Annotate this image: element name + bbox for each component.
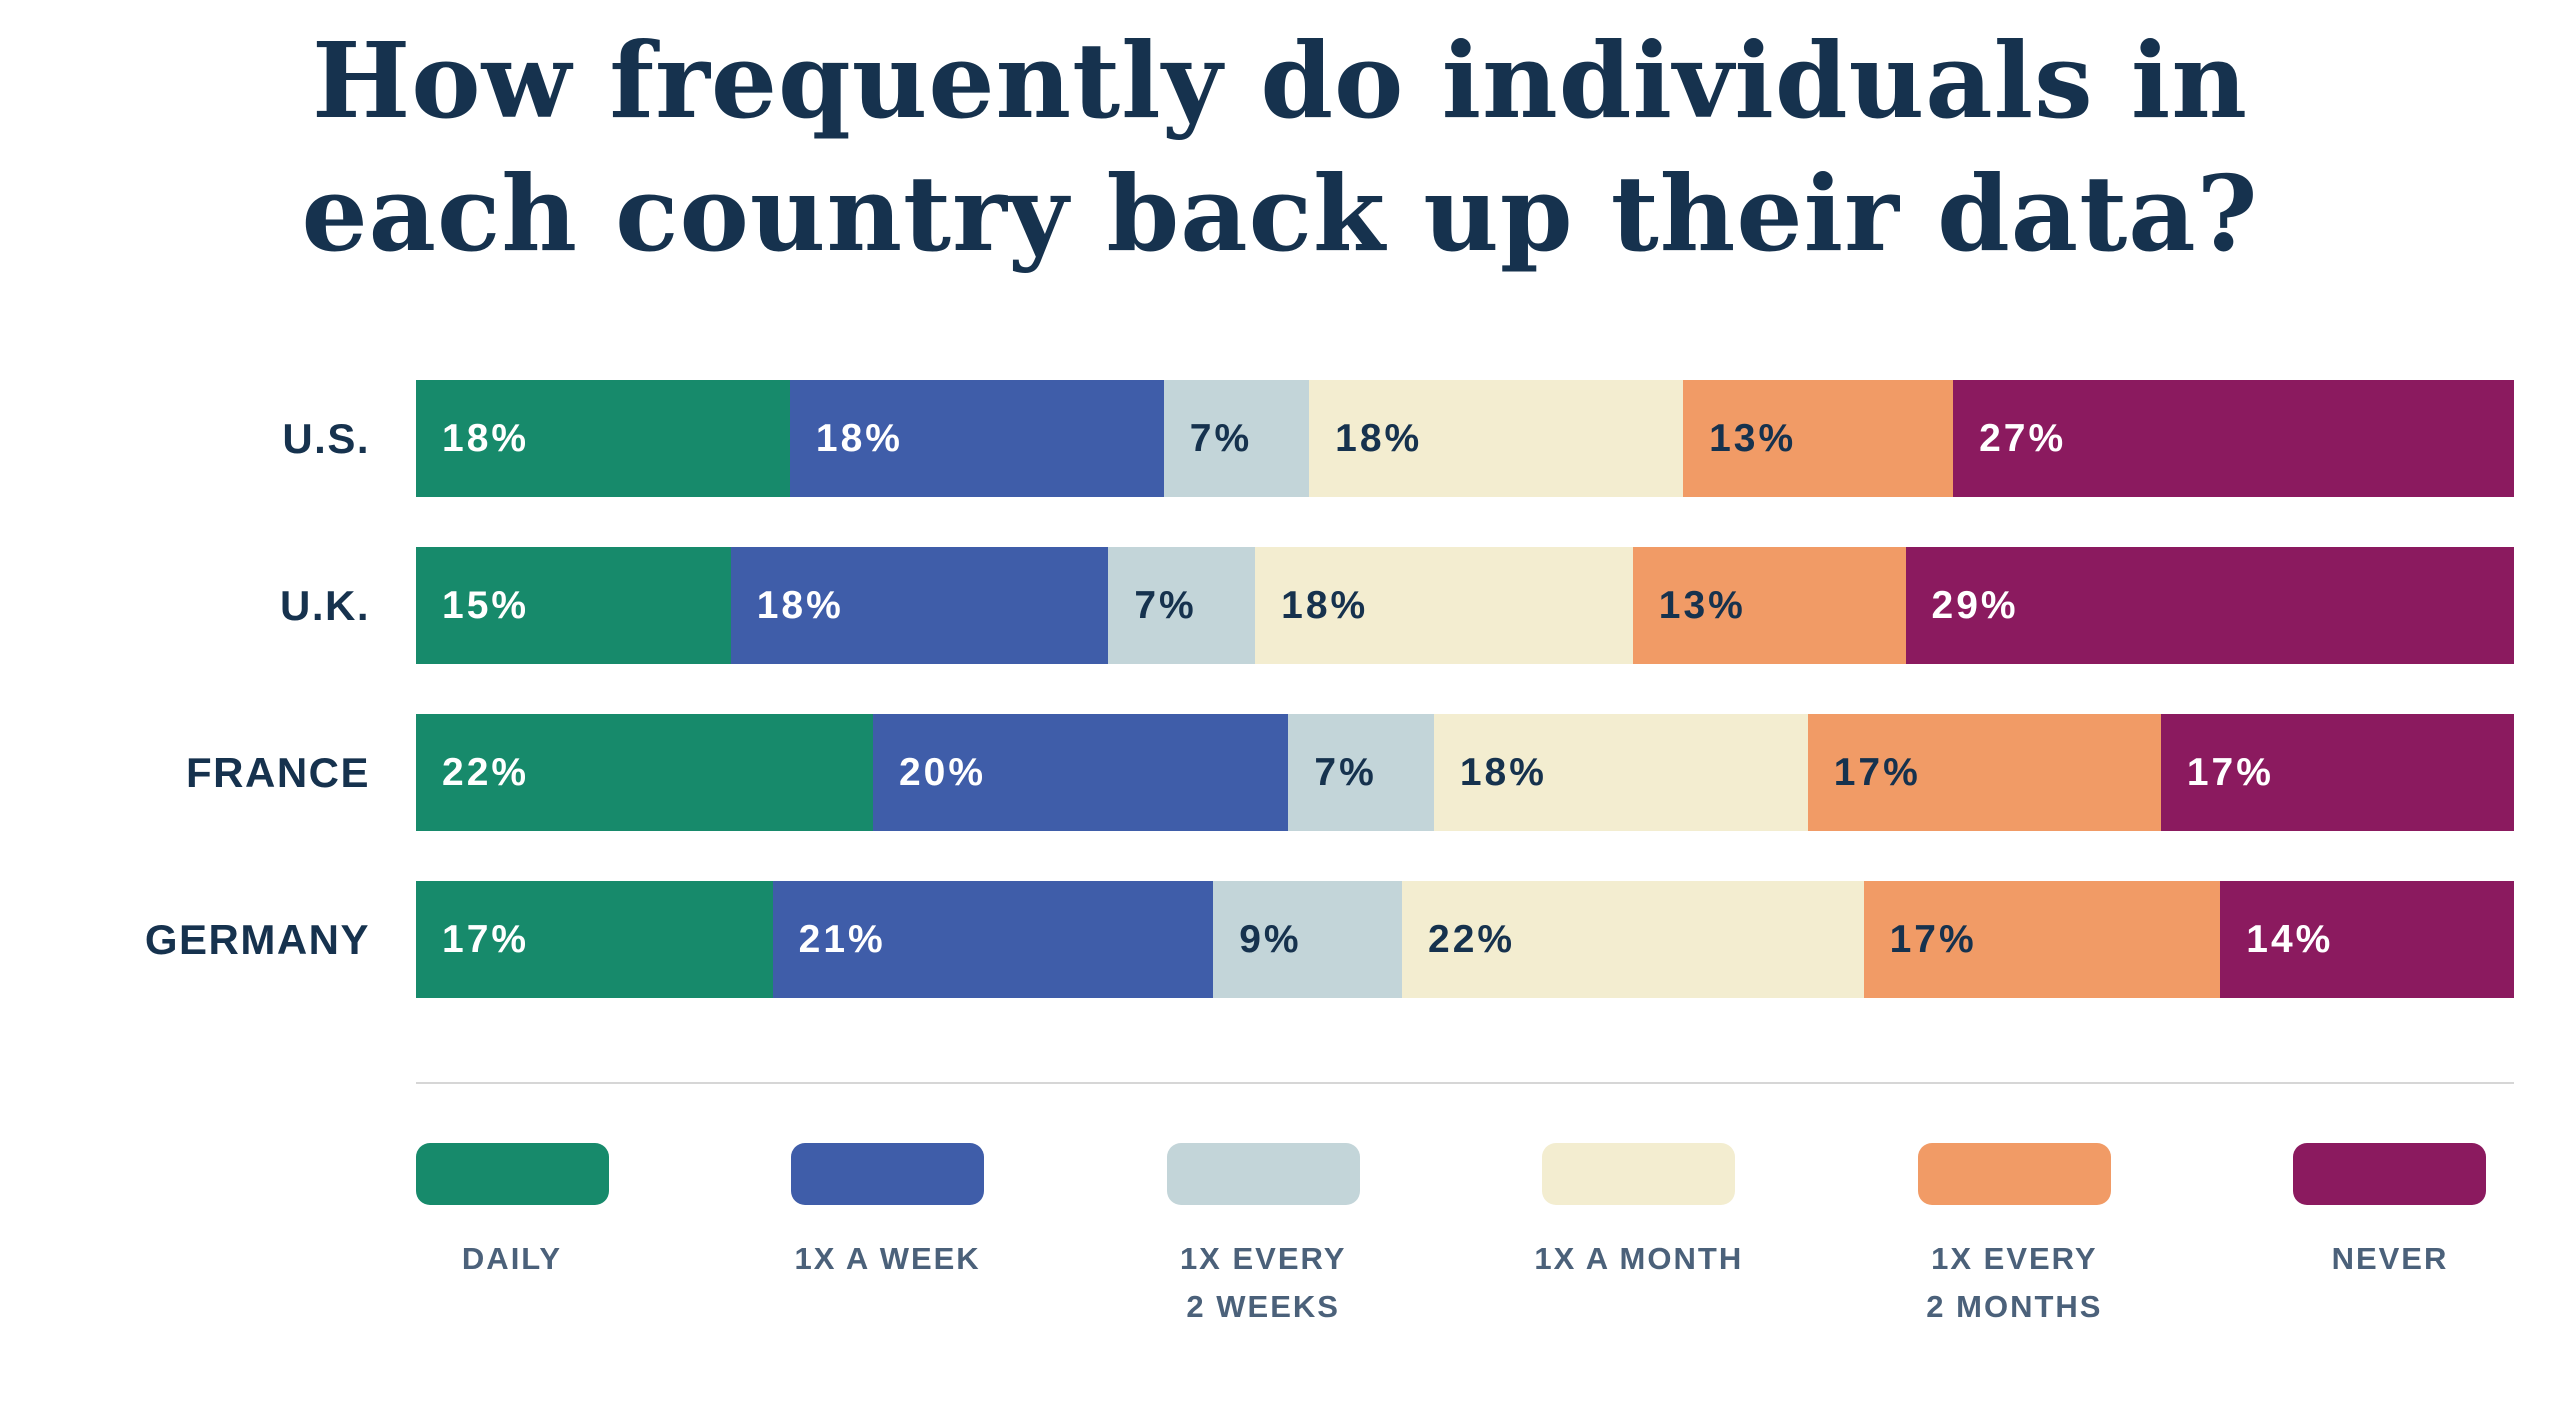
segment-value: 7% [1134, 583, 1197, 627]
legend-swatch [1542, 1143, 1736, 1205]
segment-value: 18% [1281, 583, 1369, 627]
legend: DAILY 1X A WEEK 1X EVERY 2 WEEKS 1X A MONTH 1… [362, 1143, 2540, 1331]
bar-segment: 18% [789, 380, 1164, 497]
legend-swatch [415, 1143, 609, 1205]
segment-value: 27% [1979, 416, 2067, 460]
legend-item: NEVER [2240, 1143, 2540, 1331]
legend-label: 1X A MONTH [1534, 1241, 1744, 1276]
segment-value: 14% [2246, 917, 2334, 961]
legend-swatch [1917, 1143, 2111, 1205]
chart-rows: U.S. 18% 18% 7% 18% 13% 27% U.K. 15% 18% 7% 18% 13% 2… [0, 380, 2560, 1048]
chart-title: How frequently do individuals in each co… [0, 14, 2560, 280]
segment-value: 18% [442, 416, 530, 460]
bar-segment: 22% [416, 714, 873, 831]
bar-segment: 15% [416, 547, 731, 664]
row-label: U.K. [280, 582, 370, 629]
chart-title-line1: How frequently do individuals in [311, 19, 2249, 142]
bar-segment: 18% [416, 380, 790, 497]
legend-swatch [791, 1143, 985, 1205]
legend-item: 1X EVERY 2 MONTHS [1864, 1143, 2164, 1331]
bar-segment: 17% [1807, 714, 2161, 831]
segment-value: 22% [1428, 917, 1516, 961]
segment-value: 29% [1931, 583, 2019, 627]
legend-item: 1X EVERY 2 WEEKS [1113, 1143, 1413, 1331]
legend-item: 1X A MONTH [1489, 1143, 1789, 1331]
stacked-bar: 18% 18% 7% 18% 13% 27% [416, 380, 2514, 497]
segment-value: 15% [442, 583, 530, 627]
legend-label: 1X EVERY 2 MONTHS [1926, 1241, 2103, 1325]
bar-segment: 29% [1905, 547, 2514, 664]
bar-row: GERMANY 17% 21% 9% 22% 17% 14% [0, 881, 2560, 998]
segment-value: 18% [1335, 416, 1423, 460]
bar-segment: 13% [1632, 547, 1906, 664]
bar-segment: 7% [1163, 380, 1310, 497]
segment-value: 21% [798, 917, 886, 961]
legend-label: NEVER [2331, 1241, 2449, 1276]
chart-title-line2: each country back up their data? [301, 152, 2259, 276]
row-label: GERMANY [144, 916, 370, 963]
stacked-bar: 17% 21% 9% 22% 17% 14% [416, 881, 2514, 998]
legend-label: DAILY [461, 1241, 563, 1276]
bar-segment: 18% [1433, 714, 1808, 831]
segment-value: 18% [815, 416, 903, 460]
row-label: FRANCE [186, 749, 370, 796]
segment-value: 17% [442, 917, 530, 961]
bar-segment: 13% [1683, 380, 1954, 497]
legend-item: 1X A WEEK [738, 1143, 1038, 1331]
bar-segment: 18% [1309, 380, 1684, 497]
segment-value: 18% [1459, 750, 1547, 794]
bar-segment: 17% [416, 881, 773, 998]
segment-value: 13% [1709, 416, 1797, 460]
bar-segment: 7% [1288, 714, 1434, 831]
bar-segment: 22% [1402, 881, 1864, 998]
bar-row: FRANCE 22% 20% 7% 18% 17% 17% [0, 714, 2560, 831]
bar-row: U.S. 18% 18% 7% 18% 13% 27% [0, 380, 2560, 497]
legend-divider [416, 1082, 2514, 1084]
segment-value: 9% [1239, 917, 1302, 961]
legend-label: 1X EVERY 2 WEEKS [1179, 1241, 1347, 1325]
segment-value: 13% [1658, 583, 1746, 627]
row-label: U.S. [282, 415, 370, 462]
bar-segment: 27% [1953, 380, 2514, 497]
bar-segment: 17% [1863, 881, 2221, 998]
segment-value: 17% [1889, 917, 1977, 961]
stacked-bar: 22% 20% 7% 18% 17% 17% [416, 714, 2514, 831]
stacked-bar: 15% 18% 7% 18% 13% 29% [416, 547, 2514, 664]
segment-value: 20% [898, 750, 987, 794]
legend-item: DAILY [362, 1143, 662, 1331]
bar-segment: 20% [872, 714, 1289, 831]
segment-value: 17% [2186, 750, 2274, 794]
segment-value: 18% [756, 583, 844, 627]
bar-segment: 17% [2160, 714, 2514, 831]
segment-value: 7% [1314, 750, 1377, 794]
bar-segment: 18% [730, 547, 1109, 664]
legend-swatch [1166, 1143, 1360, 1205]
legend-swatch [2293, 1143, 2487, 1205]
bar-segment: 9% [1213, 881, 1403, 998]
segment-value: 22% [442, 750, 530, 794]
segment-value: 7% [1189, 416, 1253, 460]
bar-segment: 18% [1255, 547, 1633, 664]
segment-value: 17% [1833, 750, 1921, 794]
bar-segment: 14% [2220, 881, 2514, 998]
bar-row: U.K. 15% 18% 7% 18% 13% 29% [0, 547, 2560, 664]
bar-segment: 7% [1108, 547, 1256, 664]
bar-segment: 21% [772, 881, 1214, 998]
legend-label: 1X A WEEK [794, 1241, 981, 1276]
